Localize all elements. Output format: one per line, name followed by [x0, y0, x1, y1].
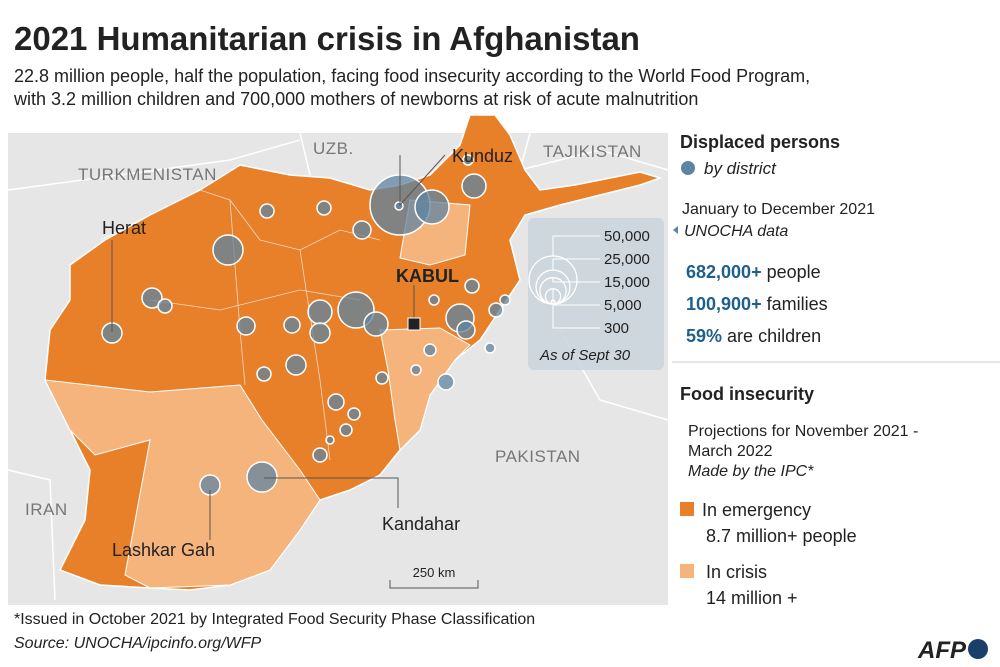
pointer — [673, 226, 678, 234]
country-label: IRAN — [25, 500, 68, 519]
stat-text: people — [767, 262, 821, 282]
district-bubble — [259, 203, 275, 219]
district-bubble — [327, 393, 345, 411]
district-bubble — [437, 373, 455, 391]
size-legend-leader — [552, 277, 600, 283]
stat-value: 100,900+ — [686, 294, 762, 314]
size-legend-box — [528, 218, 664, 370]
legend-detail: 8.7 million+ people — [706, 526, 857, 546]
size-legend-label: 15,000 — [604, 274, 650, 291]
legend-detail: 14 million + — [706, 588, 798, 608]
stat-value: 59% — [686, 326, 722, 346]
country-label: TURKMENISTAN — [78, 165, 217, 184]
district-bubble — [212, 234, 244, 266]
country-label: PAKISTAN — [495, 447, 581, 466]
legend-swatch — [680, 564, 694, 578]
section-title: Displaced persons — [680, 132, 840, 152]
section-title: Food insecurity — [680, 384, 814, 404]
size-legend-leader — [552, 300, 600, 329]
district-bubble — [339, 423, 353, 437]
district-bubble — [246, 461, 278, 493]
size-legend-label: 25,000 — [604, 251, 650, 268]
district-bubble — [410, 364, 422, 376]
subtitle: with 3.2 million children and 700,000 mo… — [13, 89, 698, 109]
district-bubble — [325, 435, 335, 445]
size-legend-label: 300 — [604, 320, 629, 337]
district-bubble — [347, 407, 361, 421]
district-bubble — [316, 200, 332, 216]
district-bubble — [464, 278, 480, 294]
scale-bar — [389, 580, 479, 589]
district-bubble — [141, 287, 163, 309]
district-bubble — [461, 173, 487, 199]
legend-swatch — [680, 502, 694, 516]
district-bubble — [414, 189, 450, 225]
district-bubble — [428, 294, 440, 306]
title: 2021 Humanitarian crisis in Afghanistan — [14, 20, 640, 57]
footnote: *Issued in October 2021 by Integrated Fo… — [14, 611, 535, 628]
district-bubble — [312, 447, 328, 463]
city-label: Lashkar Gah — [112, 540, 215, 560]
district-bubble — [256, 366, 272, 382]
size-legend-label: 50,000 — [604, 228, 650, 245]
city-label: Kunduz — [452, 146, 513, 166]
section-subtitle: by district — [704, 159, 777, 178]
logo: AFP — [917, 637, 967, 664]
bubble-key — [681, 161, 695, 175]
district-bubble — [285, 354, 307, 376]
period: January to December 2021 — [682, 201, 875, 218]
capital-marker — [407, 317, 421, 331]
district-bubble — [423, 343, 437, 357]
district-bubble — [488, 302, 504, 318]
country-label: UZB. — [313, 139, 354, 158]
size-legend-leader — [552, 235, 600, 256]
projection: March 2022 — [688, 443, 773, 460]
district-bubble — [462, 154, 474, 166]
map: 50,000 25,000 15,000 5,000 300 As of Sept 30… — [7, 114, 669, 605]
size-legend-label: 5,000 — [604, 297, 642, 314]
legend-label: In crisis — [706, 562, 767, 582]
district-bubble — [236, 316, 256, 336]
district-bubble — [352, 220, 372, 240]
district-bubble — [157, 298, 173, 314]
crisis-region — [44, 379, 321, 589]
city-label: KABUL — [396, 266, 459, 286]
district-bubble — [456, 320, 476, 340]
sidebar: Displaced persons by district January to… — [672, 132, 1000, 608]
district-bubble — [307, 299, 333, 325]
logo-mark — [968, 639, 988, 659]
subtitle: 22.8 million people, half the population… — [14, 66, 810, 86]
size-legend-note: As of Sept 30 — [539, 347, 631, 364]
borders — [7, 132, 669, 601]
size-legend-leader — [552, 258, 600, 271]
city-label: Herat — [102, 218, 146, 238]
district-bubble — [484, 342, 496, 354]
credit: Made by the IPC* — [688, 463, 814, 480]
stat-text: are children — [727, 326, 821, 346]
district-bubble — [309, 322, 331, 344]
leader-lines — [111, 154, 446, 540]
country-label: TAJIKISTAN — [543, 142, 642, 161]
stat-value: 682,000+ — [686, 262, 762, 282]
district-bubble — [283, 316, 301, 334]
crisis-region — [379, 327, 471, 452]
district-bubble — [363, 311, 389, 337]
scale-label: 250 km — [413, 565, 456, 580]
city-label: Kandahar — [382, 514, 460, 534]
stat-text: families — [767, 294, 828, 314]
district-bubble — [499, 294, 511, 306]
stat-line: 682,000+ people — [686, 262, 821, 282]
legend-label: In emergency — [702, 500, 811, 520]
source: Source: UNOCHA/ipcinfo.org/WFP — [14, 635, 262, 652]
projection: Projections for November 2021 - — [688, 423, 918, 440]
stat-line: 59% are children — [686, 326, 821, 346]
stat-line: 100,900+ families — [686, 294, 828, 314]
district-bubble — [375, 371, 389, 385]
data-source: UNOCHA data — [684, 223, 788, 240]
